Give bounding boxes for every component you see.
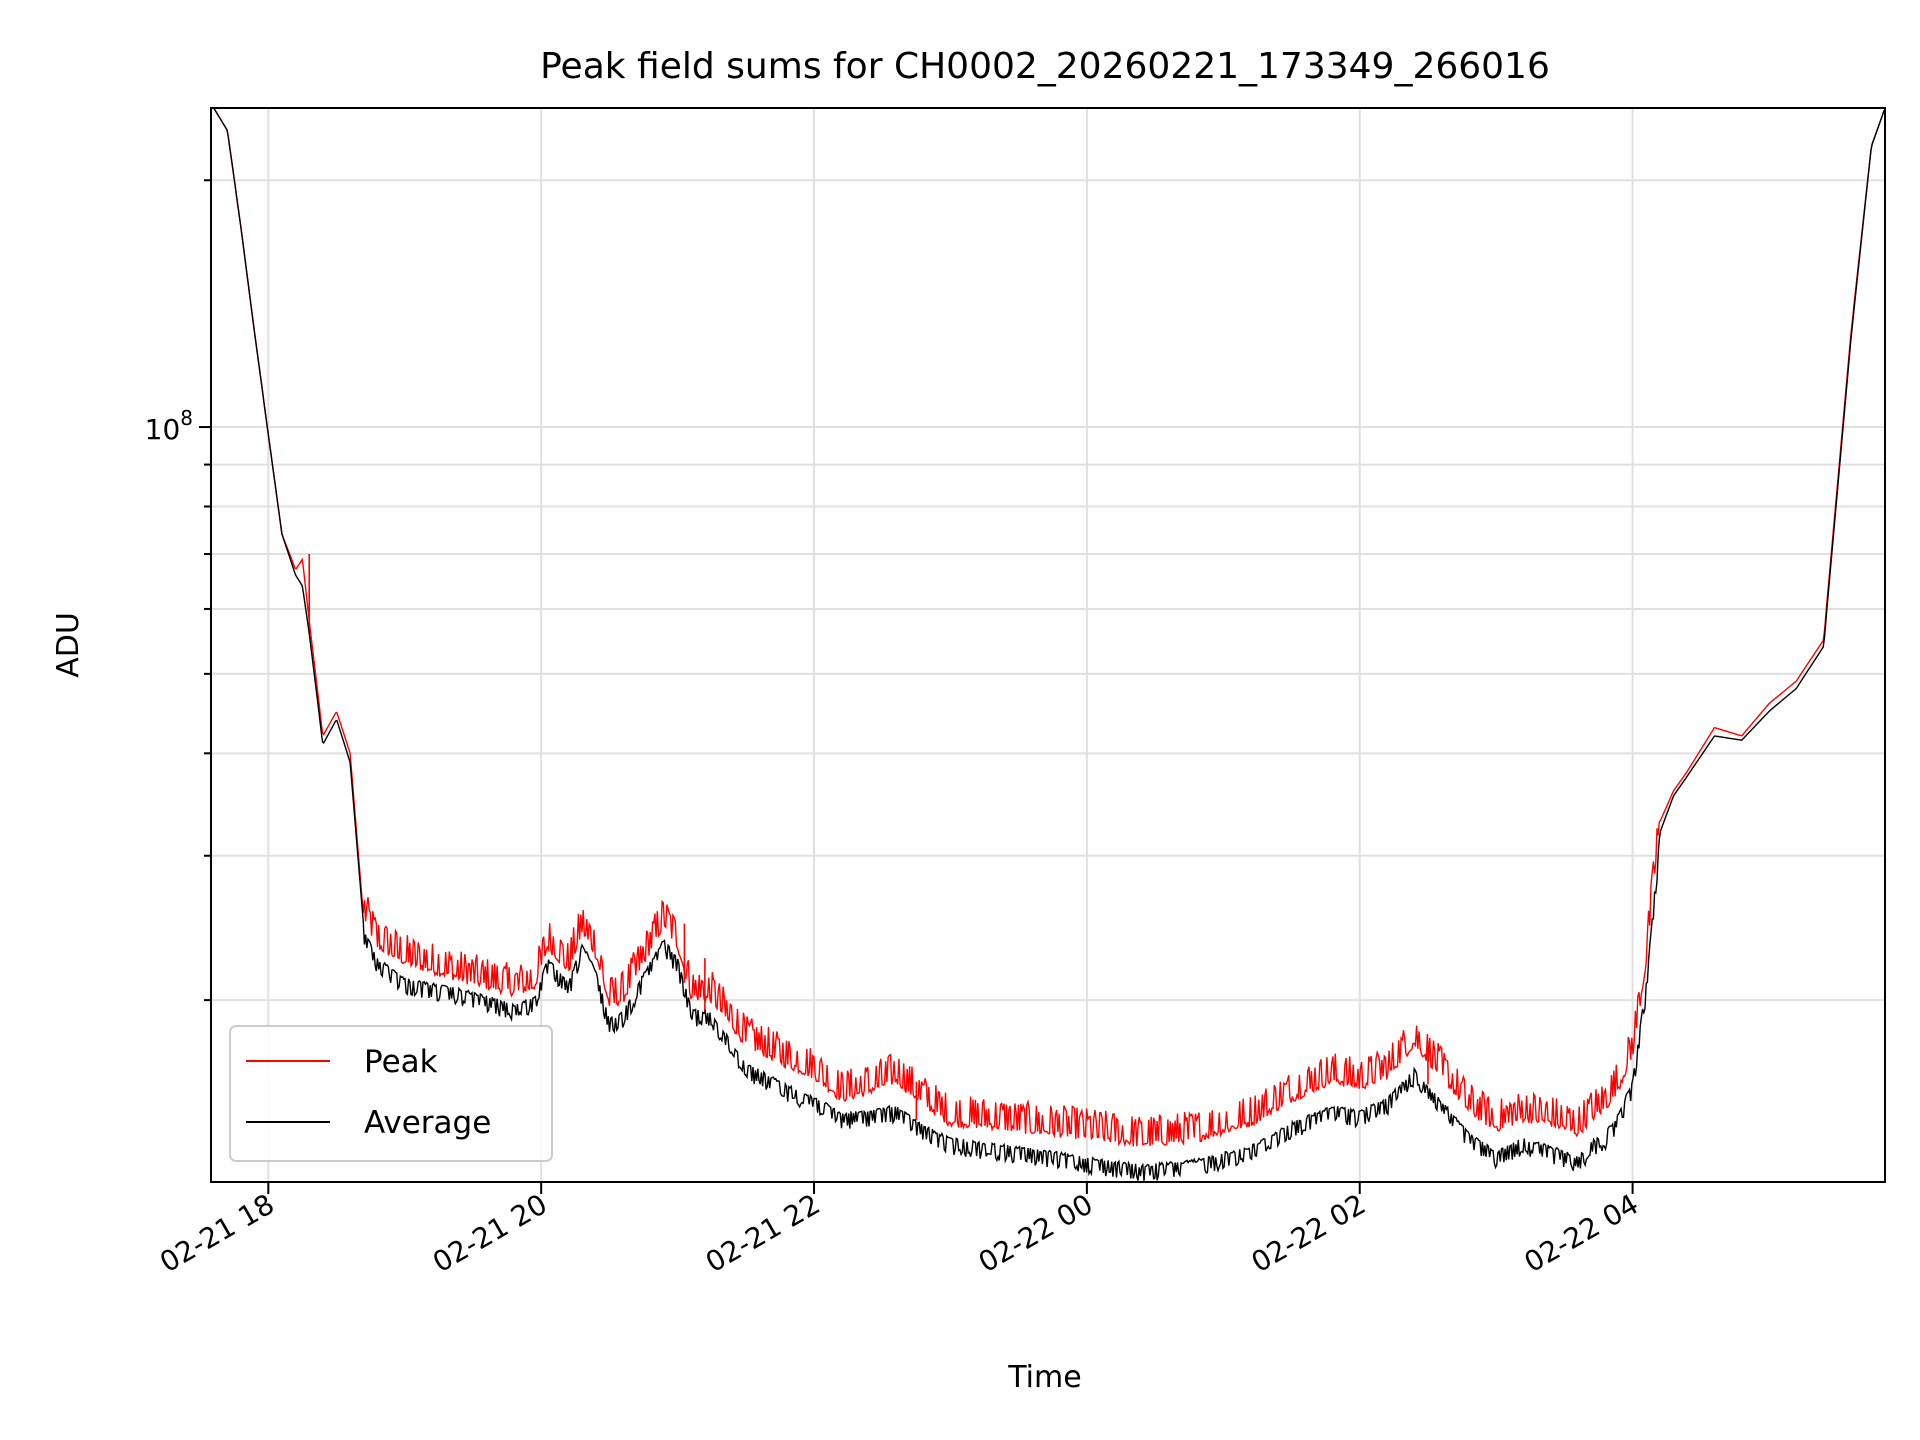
legend-box	[229, 1025, 553, 1162]
x-axis-label: Time	[1007, 1360, 1081, 1395]
grid-y	[211, 179, 1885, 1002]
series-line-average	[213, 107, 1885, 1182]
y-axis-ticks: 108	[145, 179, 211, 1002]
legend: Peak Average	[229, 1025, 553, 1162]
peak-spikes	[308, 554, 1429, 1120]
y-axis-label: ADU	[51, 612, 86, 678]
legend-label-peak: Peak	[364, 1044, 438, 1080]
y-tick-label: 108	[145, 406, 193, 446]
plot-frame	[210, 107, 1886, 1183]
series-line-peak	[213, 107, 1885, 1148]
chart-title: Peak field sums for CH0002_20260221_1733…	[540, 46, 1550, 87]
grid-x	[267, 108, 1634, 1182]
series-layer	[213, 107, 1885, 1182]
legend-label-average: Average	[364, 1105, 491, 1141]
